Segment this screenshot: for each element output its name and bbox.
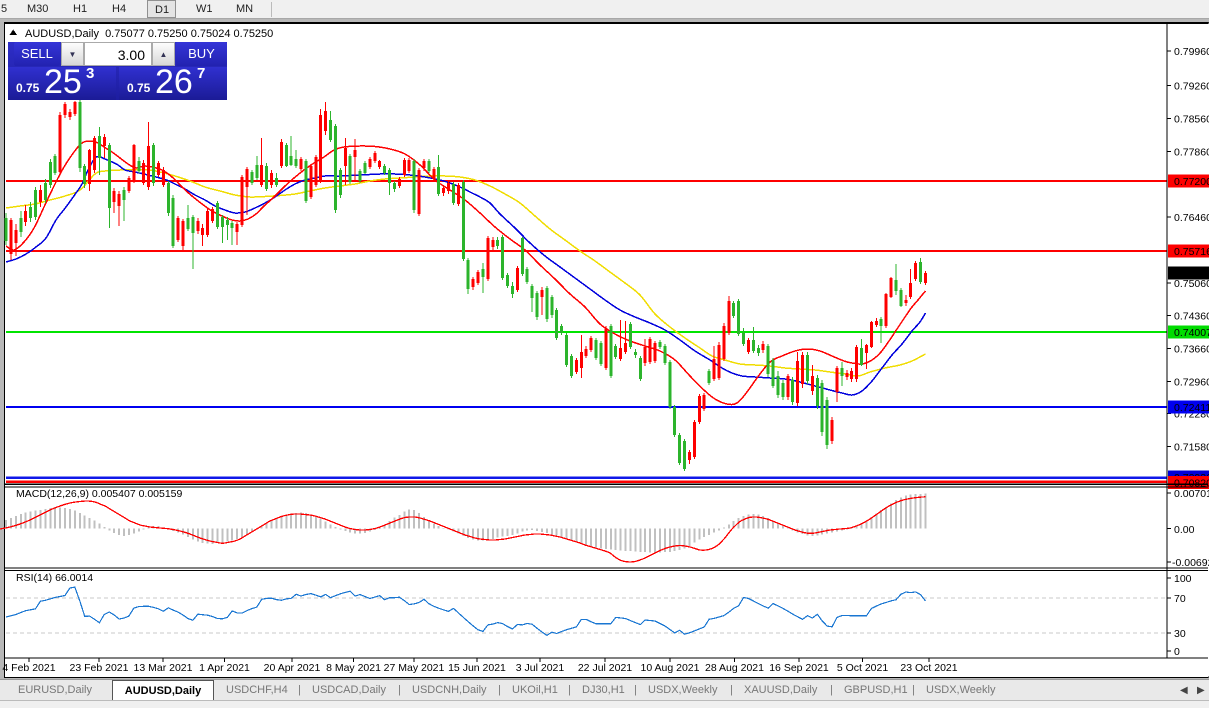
svg-text:0.73660: 0.73660: [1174, 344, 1209, 356]
svg-text:0.00: 0.00: [1174, 524, 1195, 536]
svg-text:15 Jun 2021: 15 Jun 2021: [448, 662, 506, 674]
svg-text:27 May 2021: 27 May 2021: [384, 662, 445, 674]
svg-text:AUDUSD,Daily 0.75077 0.75250: AUDUSD,Daily 0.75077 0.75250 0.75024 0.7…: [25, 28, 273, 40]
svg-text:0.74360: 0.74360: [1174, 311, 1209, 323]
svg-text:5 Oct 2021: 5 Oct 2021: [837, 662, 889, 674]
svg-text:-0.006923: -0.006923: [1172, 557, 1209, 569]
svg-text:13 Mar 2021: 13 Mar 2021: [134, 662, 193, 674]
svg-text:8 May 2021: 8 May 2021: [326, 662, 381, 674]
svg-text:MACD(12,26,9) 0.005407 0.00515: MACD(12,26,9) 0.005407 0.005159: [16, 488, 183, 500]
svg-text:0.77860: 0.77860: [1174, 146, 1209, 158]
svg-text:70: 70: [1174, 593, 1186, 605]
svg-text:0.77200: 0.77200: [1174, 176, 1209, 188]
svg-text:4 Feb 2021: 4 Feb 2021: [2, 662, 55, 674]
svg-text:23 Feb 2021: 23 Feb 2021: [70, 662, 129, 674]
svg-text:28 Aug 2021: 28 Aug 2021: [705, 662, 764, 674]
svg-text:0.72411: 0.72411: [1174, 402, 1209, 414]
svg-text:0.79960: 0.79960: [1174, 46, 1209, 58]
svg-text:0.75060: 0.75060: [1174, 278, 1209, 290]
svg-text:0.79260: 0.79260: [1174, 81, 1209, 93]
svg-text:0.72960: 0.72960: [1174, 377, 1209, 389]
svg-text:1 Apr 2021: 1 Apr 2021: [199, 662, 250, 674]
svg-text:3 Jul 2021: 3 Jul 2021: [516, 662, 565, 674]
svg-text:0.71580: 0.71580: [1174, 441, 1209, 453]
svg-text:0.007015: 0.007015: [1174, 488, 1209, 500]
svg-text:RSI(14) 66.0014: RSI(14) 66.0014: [16, 572, 93, 584]
svg-text:20 Apr 2021: 20 Apr 2021: [264, 662, 321, 674]
svg-text:0.75250: 0.75250: [1174, 268, 1209, 280]
svg-text:0.78560: 0.78560: [1174, 113, 1209, 125]
svg-text:0.75716: 0.75716: [1174, 246, 1209, 258]
svg-text:16 Sep 2021: 16 Sep 2021: [769, 662, 829, 674]
svg-text:23 Oct 2021: 23 Oct 2021: [900, 662, 957, 674]
svg-text:0.76460: 0.76460: [1174, 212, 1209, 224]
svg-text:0.74007: 0.74007: [1174, 327, 1209, 339]
svg-text:10 Aug 2021: 10 Aug 2021: [641, 662, 700, 674]
svg-text:100: 100: [1174, 573, 1192, 585]
svg-text:30: 30: [1174, 628, 1186, 640]
svg-text:0: 0: [1174, 646, 1180, 658]
svg-text:22 Jul 2021: 22 Jul 2021: [578, 662, 632, 674]
